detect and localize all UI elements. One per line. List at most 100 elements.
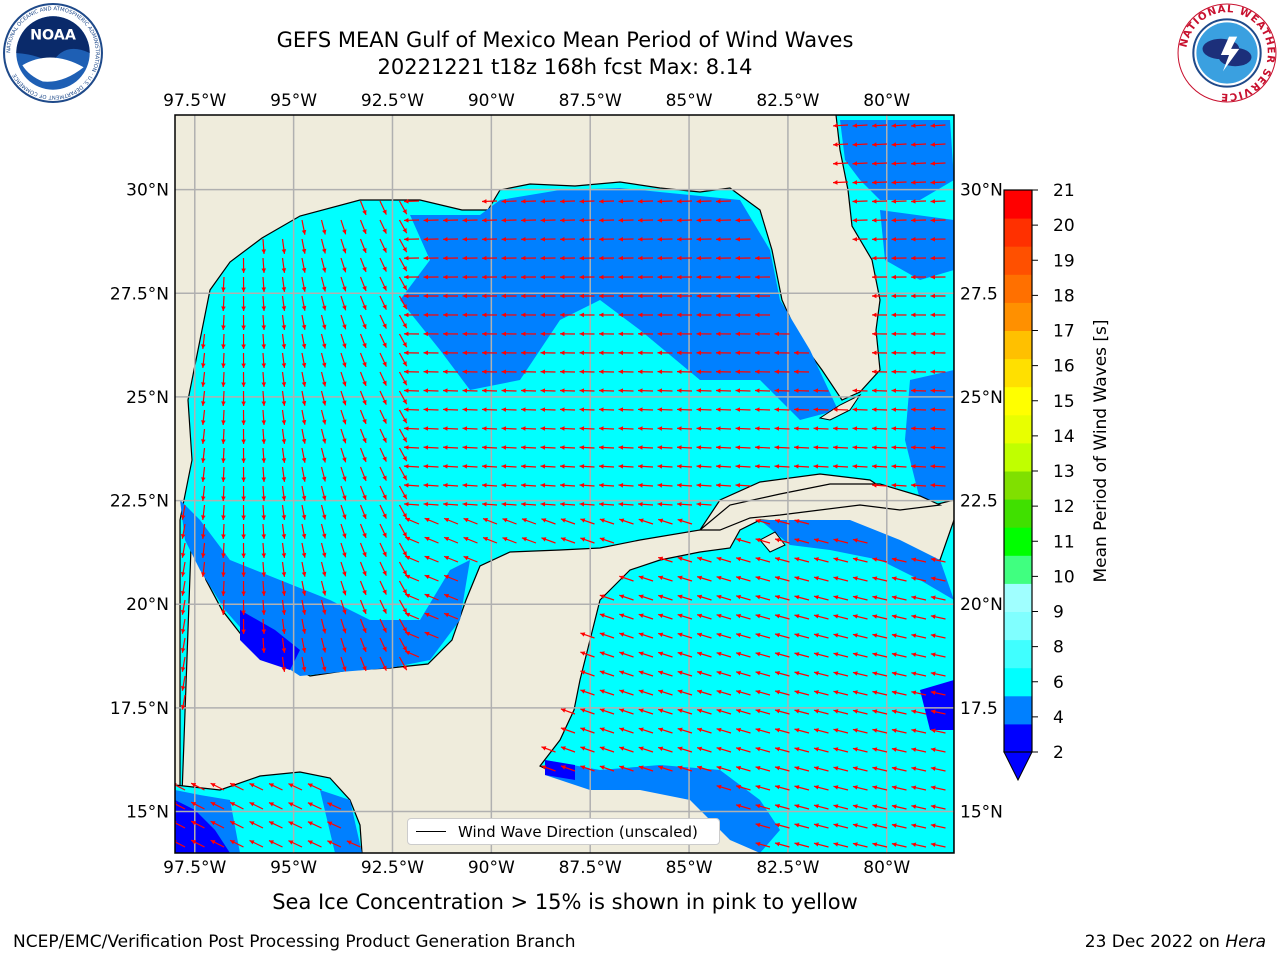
wave-direction-arrowhead [191,821,197,826]
wave-direction-arrowhead [735,293,740,299]
wave-direction-arrowhead [579,218,585,223]
wave-direction-arrowhead [301,609,307,615]
wave-direction-arrowhead [697,632,703,638]
wave-direction-arrowhead [736,765,742,771]
wave-direction-arrowhead [521,388,526,393]
wave-direction-arrowhead [579,464,585,469]
wave-direction-arrowhead [638,350,643,356]
wave-direction-arrowhead [716,708,722,714]
colorbar-segment [1004,639,1032,669]
wave-direction-arrowhead [424,574,430,580]
wave-direction-arrowhead [774,445,780,450]
wave-direction-arrowhead [911,255,916,261]
wave-direction-arrowhead [852,199,858,204]
wave-direction-arrowhead [321,286,327,292]
wave-direction-arrowhead [540,312,545,318]
wave-direction-arrowhead [342,514,347,520]
wave-direction-arrowhead [794,842,800,847]
wave-direction-arrowhead [221,515,226,520]
colorbar-tick-label: 10 [1053,567,1075,587]
wave-direction-arrowhead [288,821,294,826]
wave-direction-arrowhead [462,312,467,318]
wave-direction-arrowhead [911,595,917,600]
wave-direction-arrowhead [911,652,917,657]
wave-direction-arrowhead [221,325,226,330]
wave-direction-arrowhead [911,633,917,638]
wave-direction-arrowhead [560,369,565,375]
wave-direction-arrowhead [482,199,487,204]
wave-direction-arrowhead [241,534,246,539]
wave-direction-arrowhead [382,418,387,424]
wave-direction-arrowhead [402,304,407,310]
wave-direction-arrowhead [872,804,878,809]
wave-direction-arrowhead [501,199,507,204]
wave-direction-arrowhead [540,407,546,412]
lat-tick-left: 27.5°N [110,284,169,304]
wave-direction-arrowhead [638,594,644,599]
wave-direction-arrowhead [891,161,897,166]
wave-direction-arrowhead [775,728,780,733]
colorbar-segment [1004,386,1032,416]
colorbar-extend-min [1003,751,1033,782]
wave-direction-arrowhead [462,426,468,431]
colorbar-segment [1004,667,1032,697]
wave-direction-arrowhead [852,236,858,242]
wave-direction-arrowhead [911,161,916,166]
wave-direction-arrowhead [268,840,274,845]
wave-direction-arrowhead [599,331,604,337]
wave-direction-arrowhead [716,483,721,488]
wave-direction-arrowhead [891,331,896,337]
wave-direction-arrowhead [321,400,327,406]
wave-direction-arrowhead [911,199,916,204]
wave-direction-arrowhead [579,199,585,204]
wave-direction-arrowhead [482,331,487,337]
colorbar-tick-label: 15 [1053,392,1075,412]
wave-direction-arrowhead [658,708,664,713]
wave-direction-arrowhead [872,690,878,695]
wave-direction-arrowhead [482,388,487,393]
wave-direction-arrowhead [891,785,897,790]
wave-direction-arrowhead [201,401,206,406]
wave-direction-arrowhead [301,381,307,387]
wave-direction-arrowhead [852,614,858,619]
wave-direction-arrowhead [580,537,586,542]
wave-direction-arrowhead [342,267,347,273]
wave-direction-arrowhead [813,690,819,695]
wave-direction-arrowhead [362,437,367,443]
wave-direction-arrowhead [716,255,721,261]
wave-direction-arrowhead [521,501,526,507]
wave-direction-arrowhead [852,123,858,128]
wave-direction-arrowhead [580,689,586,694]
wave-direction-arrowhead [599,369,604,375]
wave-direction-arrowhead [580,670,586,675]
wave-direction-arrowhead [599,255,604,261]
wave-direction-arrowhead [697,670,703,676]
wave-direction-arrowhead [599,464,604,469]
wave-direction-arrowhead [404,293,409,299]
wave-direction-arrowhead [736,670,742,676]
wave-direction-arrowhead [891,766,897,771]
wave-direction-arrowhead [872,180,877,185]
wave-direction-arrowhead [362,646,367,652]
wave-direction-arrowhead [327,840,333,845]
wave-direction-arrowhead [404,445,409,450]
wave-direction-arrowhead [321,267,327,273]
wave-direction-arrowhead [794,747,800,752]
wave-direction-arrowhead [755,518,761,524]
wave-direction-arrowhead [210,783,216,788]
wave-direction-arrowhead [241,439,246,444]
lon-tick-top: 97.5°W [163,91,226,111]
wave-direction-arrowhead [794,557,800,562]
wave-direction-arrowhead [362,266,367,272]
wave-direction-arrowhead [891,445,897,450]
wave-direction-arrowhead [618,426,624,431]
wave-direction-arrowhead [930,331,935,337]
wave-direction-arrowhead [404,218,409,223]
wave-direction-arrowhead [794,823,800,828]
wave-direction-arrowhead [221,534,226,539]
wave-direction-arrowhead [402,551,407,557]
wave-direction-arrowhead [321,343,327,349]
wave-direction-arrowhead [833,785,839,790]
wave-direction-arrowhead [891,218,897,223]
wave-direction-arrowhead [716,632,722,638]
